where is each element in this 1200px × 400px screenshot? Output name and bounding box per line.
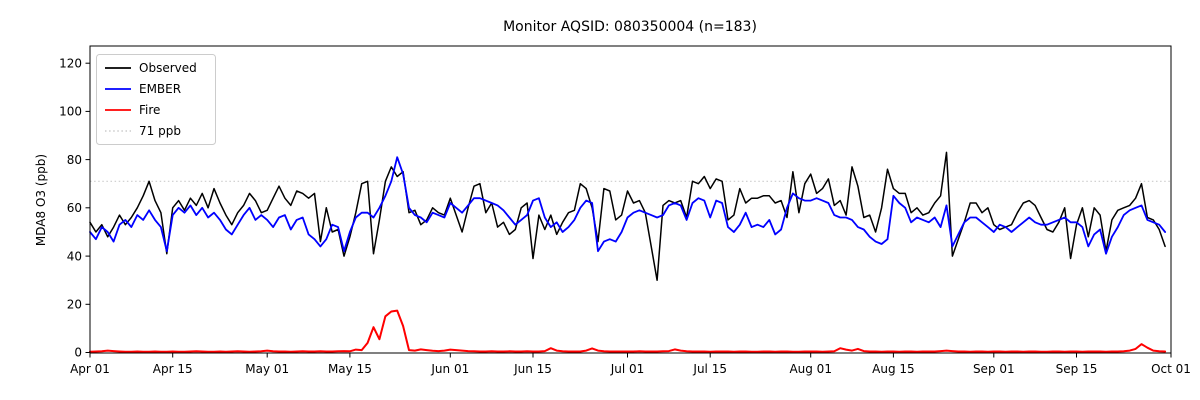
y-tick-label: 0 [74,346,82,360]
y-tick-label: 80 [67,153,82,167]
y-tick-label: 40 [67,249,82,263]
series-line-fire [89,309,1167,353]
axes-layer: 0 20 40 60 80 100 120 Apr 01 Apr 15 May 01 May 15 J… [59,45,1191,376]
legend-label-ember: EMBER [139,82,181,96]
chart-title: Monitor AQSID: 080350004 (n=183) [503,19,757,35]
x-tick-label: Sep 01 [973,362,1015,376]
y-tick-label: 100 [59,105,82,119]
legend: Observed EMBER Fire 71 ppb [96,54,216,145]
y-tick-label: 120 [59,56,82,70]
series-line-observed [89,151,1166,281]
series-lines-layer [89,151,1167,353]
x-tick-label: Oct 01 [1151,362,1191,376]
x-tick-label: Sep 15 [1056,362,1098,376]
x-tick-label: Apr 15 [153,362,193,376]
x-tick-label: Jul 01 [610,362,645,376]
y-tick-label: 60 [67,201,82,215]
x-tick-label: Jun 15 [513,362,552,376]
y-tick-label: 20 [67,298,82,312]
legend-label-observed: Observed [139,61,197,75]
x-tick-label: Jun 01 [430,362,469,376]
x-tick-label: Apr 01 [70,362,110,376]
x-tick-label: Aug 01 [789,362,832,376]
y-axis-label: MDA8 O3 (ppb) [34,154,48,246]
legend-label-fire: Fire [139,103,160,117]
series-line-ember [89,156,1166,255]
x-tick-label: May 15 [328,362,372,376]
x-tick-label: May 01 [245,362,289,376]
legend-label-71-ppb: 71 ppb [139,124,181,138]
plot-border [89,45,1172,354]
x-tick-label: Jul 15 [692,362,727,376]
x-tick-label: Aug 15 [872,362,915,376]
legend-box [96,54,216,145]
